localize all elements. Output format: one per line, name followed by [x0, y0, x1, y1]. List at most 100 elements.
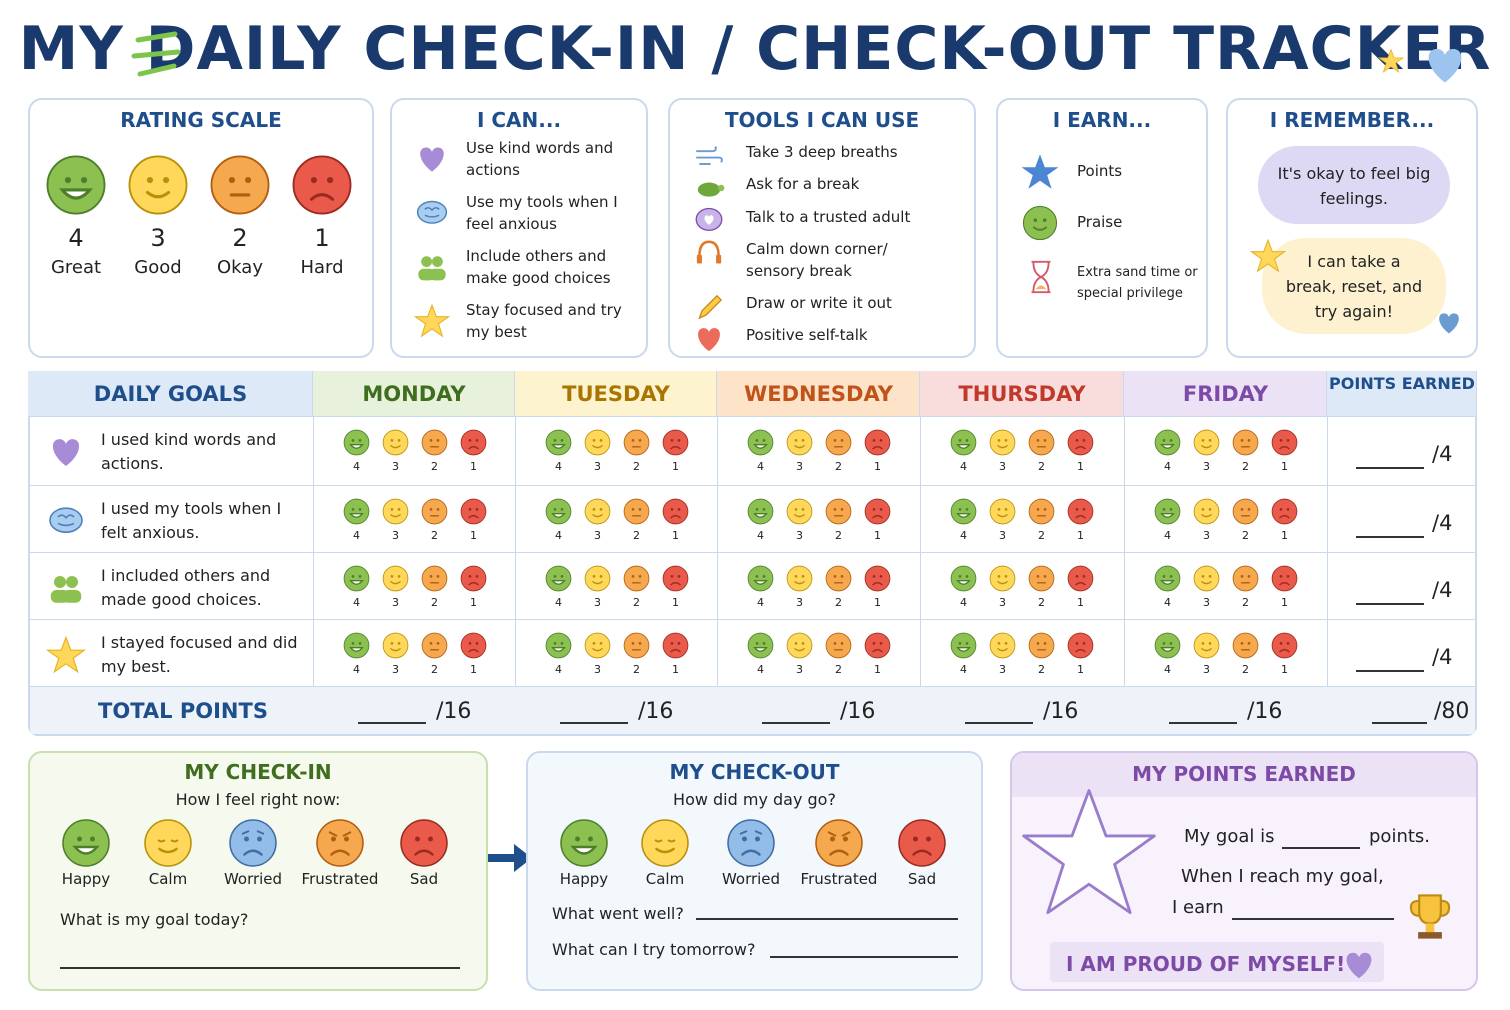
eye [762, 641, 766, 645]
scale-number: 1 [1281, 596, 1288, 609]
face [1028, 498, 1055, 525]
eye [560, 574, 564, 578]
header-cell [717, 371, 920, 416]
eye [358, 438, 362, 442]
tool-item: Ask for a break [746, 175, 860, 193]
eye [762, 574, 766, 578]
note: It's okay to feel big feelings. [1277, 164, 1431, 208]
eye [560, 641, 564, 645]
face-icon [343, 498, 370, 525]
eye [755, 438, 759, 442]
eye [879, 641, 883, 645]
mouth [829, 849, 849, 856]
eye [358, 641, 362, 645]
scale-number: 3 [999, 529, 1006, 542]
face-icon [864, 565, 891, 592]
eye [1169, 641, 1173, 645]
eye [958, 507, 962, 511]
mouth [468, 446, 479, 450]
col-line [313, 416, 314, 736]
face [382, 632, 409, 659]
mouth [741, 849, 761, 856]
scale-number: 4 [555, 460, 562, 473]
header-cell [1124, 371, 1327, 416]
header-text: WEDNESDAY [744, 382, 893, 406]
mouth [753, 512, 768, 518]
eye [429, 641, 433, 645]
shape [1346, 952, 1372, 979]
shape [698, 328, 720, 352]
face [662, 565, 689, 592]
eye [397, 574, 401, 578]
shape [1022, 789, 1156, 915]
scale-number: 2 [835, 596, 842, 609]
feeling-label: Happy [61, 870, 111, 888]
face [1067, 498, 1094, 525]
i-can-item: Include others and make good choices [466, 247, 611, 287]
eye [801, 438, 805, 442]
eye [833, 507, 837, 511]
face-icon [825, 565, 852, 592]
eye [592, 507, 596, 511]
eye [1169, 574, 1173, 578]
eye [1286, 507, 1290, 511]
face-icon [584, 429, 611, 456]
face [950, 632, 977, 659]
i-can-card [390, 98, 648, 358]
eye [762, 438, 766, 442]
face [950, 498, 977, 525]
face-icon [382, 498, 409, 525]
eye [592, 438, 596, 442]
tool-item: Take 3 deep breaths [746, 143, 898, 161]
face [825, 565, 852, 592]
eye [872, 507, 876, 511]
row-max: /4 [1432, 645, 1453, 669]
blank-line [770, 956, 958, 958]
face-icon [950, 429, 977, 456]
question: What can I try tomorrow? [552, 940, 756, 959]
face [1271, 498, 1298, 525]
icon [46, 635, 86, 674]
shape [1021, 154, 1059, 189]
scale-number: 1 [470, 596, 477, 609]
face [623, 565, 650, 592]
tools-card [668, 98, 976, 358]
icon [1021, 154, 1059, 189]
scale-number: 2 [835, 460, 842, 473]
total-row [30, 687, 1475, 734]
shape [488, 844, 532, 872]
eye [1075, 641, 1079, 645]
scale-number: 1 [874, 460, 881, 473]
eye [833, 574, 837, 578]
proud-band [1050, 942, 1384, 982]
face [1193, 429, 1220, 456]
scale-number: 4 [555, 663, 562, 676]
i-can-item: Use my tools when I feel anxious [466, 193, 618, 233]
mouth [872, 515, 883, 519]
eye [801, 641, 805, 645]
face [623, 429, 650, 456]
eye [958, 641, 962, 645]
face-icon [316, 819, 364, 867]
face [382, 565, 409, 592]
eye [965, 574, 969, 578]
checkout-card [526, 751, 983, 991]
eye [670, 438, 674, 442]
eye [1082, 507, 1086, 511]
face [1028, 429, 1055, 456]
eye [429, 574, 433, 578]
mouth [349, 646, 364, 652]
feeling-label: Happy [559, 870, 609, 888]
eye [638, 438, 642, 442]
face [864, 498, 891, 525]
face [421, 632, 448, 659]
eye [1286, 574, 1290, 578]
face [128, 155, 188, 215]
eye [1075, 438, 1079, 442]
eye [390, 438, 394, 442]
scale-number: 2 [1038, 663, 1045, 676]
eye [1247, 507, 1251, 511]
eye [1042, 218, 1047, 222]
eye [631, 507, 635, 511]
face-icon [825, 429, 852, 456]
